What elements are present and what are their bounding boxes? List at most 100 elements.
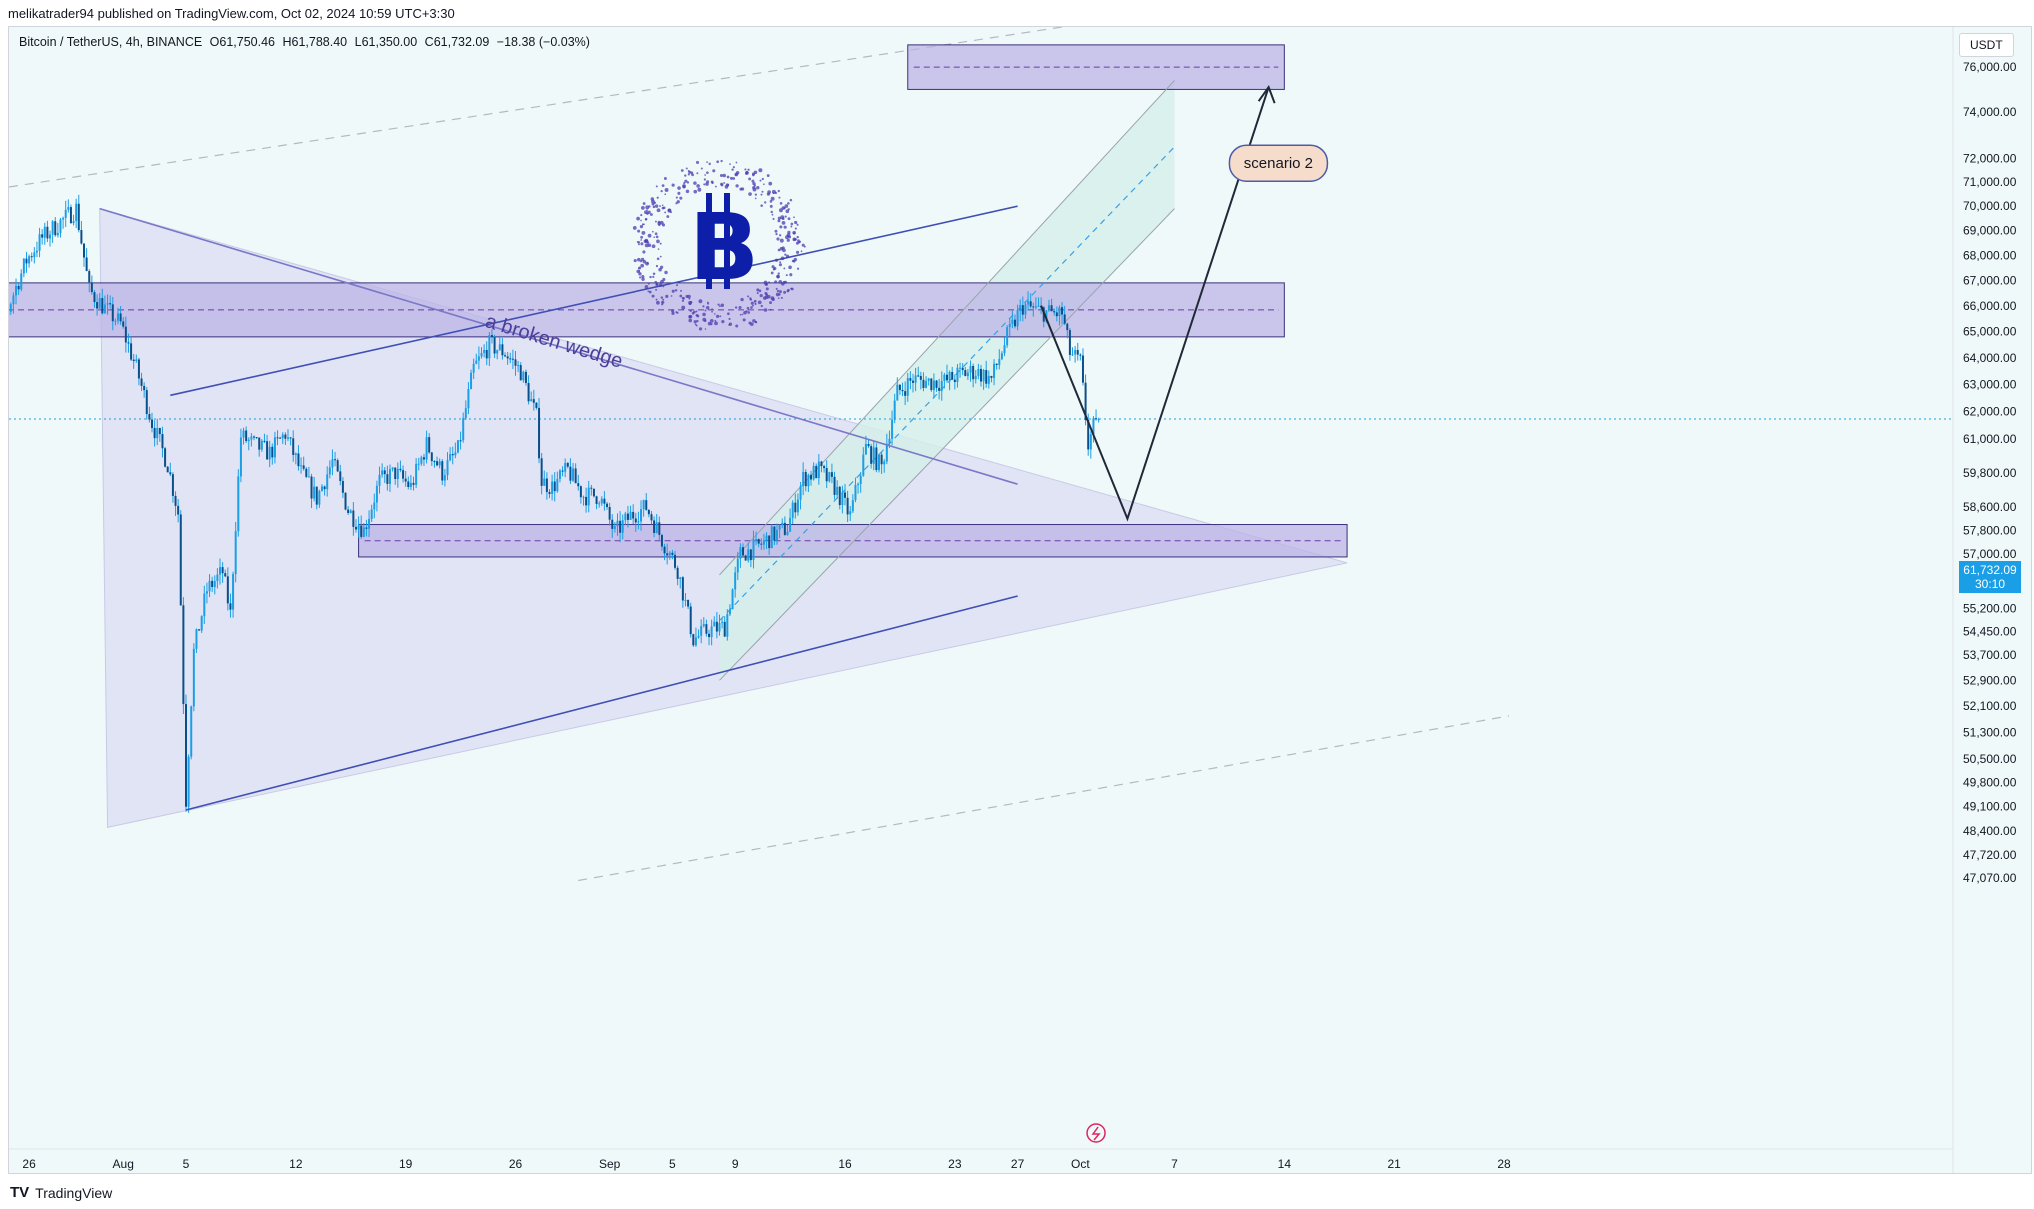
candle[interactable] — [273, 431, 276, 464]
candle[interactable] — [815, 463, 818, 479]
candle[interactable] — [990, 375, 993, 383]
time-axis-label[interactable]: Sep — [599, 1157, 621, 1171]
candle[interactable] — [885, 433, 888, 465]
candle[interactable] — [124, 316, 127, 353]
candle[interactable] — [404, 471, 407, 487]
candle[interactable] — [574, 463, 577, 484]
candle[interactable] — [255, 437, 258, 439]
candle[interactable] — [454, 442, 457, 459]
candle[interactable] — [111, 296, 114, 331]
candle[interactable] — [909, 371, 912, 390]
candle[interactable] — [564, 458, 567, 478]
candle[interactable] — [830, 463, 833, 484]
candle[interactable] — [352, 502, 355, 536]
candle[interactable] — [979, 364, 982, 387]
scenario-note[interactable] — [1228, 144, 1329, 182]
candle[interactable] — [538, 397, 541, 464]
candle[interactable] — [532, 389, 535, 411]
candle[interactable] — [271, 443, 274, 465]
candle[interactable] — [938, 378, 941, 400]
candle[interactable] — [93, 290, 96, 308]
candle[interactable] — [582, 495, 585, 506]
candle[interactable] — [80, 220, 83, 245]
candle[interactable] — [224, 569, 227, 578]
candle[interactable] — [101, 288, 104, 315]
time-axis-label[interactable]: 27 — [1011, 1157, 1025, 1171]
candle[interactable] — [349, 509, 352, 514]
candle[interactable] — [789, 508, 792, 532]
price-axis-label[interactable]: 70,000.00 — [1963, 199, 2017, 213]
candle[interactable] — [519, 362, 522, 381]
time-axis-label[interactable]: 26 — [22, 1157, 36, 1171]
candle[interactable] — [927, 377, 930, 386]
candle[interactable] — [263, 433, 266, 444]
price-axis-label[interactable]: 66,000.00 — [1963, 299, 2017, 313]
candle[interactable] — [336, 458, 339, 473]
candle[interactable] — [362, 523, 365, 538]
candle[interactable] — [624, 511, 627, 526]
candle[interactable] — [318, 489, 321, 508]
candle[interactable] — [307, 466, 310, 478]
candle[interactable] — [177, 499, 180, 523]
candle[interactable] — [778, 524, 781, 539]
candle[interactable] — [185, 694, 187, 812]
price-axis-label[interactable]: 49,800.00 — [1963, 776, 2017, 790]
price-axis-label[interactable]: 72,000.00 — [1963, 152, 2017, 166]
candle[interactable] — [632, 504, 635, 525]
candle[interactable] — [663, 543, 666, 561]
candle[interactable] — [870, 443, 873, 469]
candle[interactable] — [441, 459, 444, 485]
candle[interactable] — [493, 334, 496, 359]
price-axis-label[interactable]: 57,800.00 — [1963, 523, 2017, 537]
time-axis-label[interactable]: 5 — [669, 1157, 676, 1171]
price-axis-label[interactable]: 61,000.00 — [1963, 432, 2017, 446]
candle[interactable] — [786, 525, 789, 536]
candle[interactable] — [666, 543, 669, 565]
candle[interactable] — [710, 619, 713, 646]
candle[interactable] — [898, 384, 901, 395]
candle[interactable] — [749, 549, 752, 568]
outer-channel-upper-line[interactable] — [9, 27, 1509, 188]
candle[interactable] — [242, 427, 245, 445]
price-axis-label[interactable]: 52,900.00 — [1963, 673, 2017, 687]
time-axis-label[interactable]: 5 — [183, 1157, 190, 1171]
time-axis-label[interactable]: Aug — [113, 1157, 134, 1171]
candle[interactable] — [904, 381, 907, 406]
candle[interactable] — [373, 493, 376, 519]
candle[interactable] — [33, 247, 36, 264]
candle[interactable] — [708, 629, 711, 646]
candle[interactable] — [446, 452, 449, 481]
candle[interactable] — [164, 446, 167, 468]
candle[interactable] — [229, 593, 232, 618]
candle[interactable] — [611, 514, 614, 538]
candle[interactable] — [17, 283, 20, 296]
candle[interactable] — [103, 295, 106, 314]
candle[interactable] — [415, 458, 418, 489]
candle[interactable] — [205, 582, 208, 604]
price-axis-label[interactable]: 53,700.00 — [1963, 648, 2017, 662]
candle[interactable] — [1050, 298, 1053, 312]
candle[interactable] — [836, 480, 839, 498]
candle[interactable] — [472, 358, 475, 379]
candle[interactable] — [305, 467, 308, 479]
price-axis-label[interactable]: 63,000.00 — [1963, 378, 2017, 392]
candle[interactable] — [603, 491, 606, 511]
candle[interactable] — [668, 551, 671, 560]
candle[interactable] — [428, 433, 431, 454]
candle[interactable] — [697, 629, 700, 639]
candle[interactable] — [158, 427, 161, 442]
zone-box-3[interactable] — [358, 524, 1348, 558]
candle[interactable] — [378, 466, 381, 494]
candle[interactable] — [572, 462, 575, 482]
candle[interactable] — [433, 460, 436, 468]
candle[interactable] — [171, 472, 174, 503]
candle[interactable] — [354, 519, 357, 533]
channel-lower-line[interactable] — [719, 208, 1175, 681]
candle[interactable] — [506, 351, 509, 365]
candle[interactable] — [679, 576, 682, 589]
candle[interactable] — [467, 382, 470, 415]
candle[interactable] — [496, 349, 499, 360]
candle[interactable] — [226, 567, 229, 611]
candle[interactable] — [284, 432, 287, 446]
